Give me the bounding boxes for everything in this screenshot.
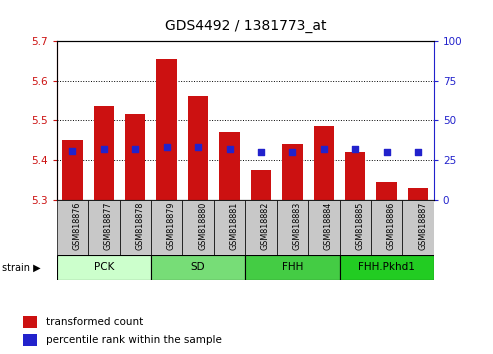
Bar	[182, 200, 214, 255]
Text: GSM818883: GSM818883	[292, 202, 301, 250]
Point	[352, 146, 359, 152]
Bar	[88, 200, 119, 255]
Text: GSM818880: GSM818880	[198, 202, 207, 250]
Text: FHH.Pkhd1: FHH.Pkhd1	[358, 262, 415, 272]
Bar	[156, 59, 177, 200]
Bar	[151, 255, 245, 280]
Bar	[57, 200, 88, 255]
Point	[131, 146, 139, 152]
Text: GSM818876: GSM818876	[72, 202, 81, 250]
Text: SD: SD	[191, 262, 206, 272]
Text: GSM818878: GSM818878	[135, 202, 144, 250]
Text: FHH: FHH	[282, 262, 303, 272]
Text: GSM818887: GSM818887	[418, 202, 427, 250]
Bar	[371, 200, 402, 255]
Text: GSM818881: GSM818881	[230, 202, 239, 250]
Bar	[62, 140, 83, 200]
Bar	[340, 200, 371, 255]
Point	[163, 144, 171, 150]
Bar	[245, 200, 277, 255]
Bar	[57, 255, 151, 280]
Bar	[345, 152, 365, 200]
Point	[226, 146, 234, 152]
Bar	[219, 132, 240, 200]
Bar	[340, 255, 434, 280]
Text: GDS4492 / 1381773_at: GDS4492 / 1381773_at	[165, 19, 326, 34]
Point	[100, 146, 108, 152]
Point	[69, 148, 76, 154]
Text: GSM818877: GSM818877	[104, 202, 113, 250]
Bar	[408, 188, 428, 200]
Bar	[119, 200, 151, 255]
Bar	[23, 334, 37, 346]
Text: GSM818882: GSM818882	[261, 202, 270, 250]
Bar	[245, 255, 340, 280]
Point	[320, 146, 328, 152]
Text: strain ▶: strain ▶	[2, 262, 41, 272]
Bar	[402, 200, 434, 255]
Text: percentile rank within the sample: percentile rank within the sample	[46, 335, 222, 345]
Bar	[151, 200, 182, 255]
Point	[257, 149, 265, 155]
Text: GSM818884: GSM818884	[324, 202, 333, 250]
Point	[383, 149, 390, 155]
Bar	[125, 114, 145, 200]
Bar	[314, 126, 334, 200]
Text: PCK: PCK	[94, 262, 114, 272]
Bar	[377, 182, 397, 200]
Bar	[308, 200, 340, 255]
Bar	[23, 316, 37, 328]
Bar	[282, 144, 303, 200]
Text: GSM818879: GSM818879	[167, 202, 176, 250]
Bar	[277, 200, 308, 255]
Text: transformed count: transformed count	[46, 317, 143, 327]
Bar	[214, 200, 245, 255]
Text: GSM818885: GSM818885	[355, 202, 364, 250]
Bar	[188, 97, 209, 200]
Point	[194, 144, 202, 150]
Point	[414, 149, 422, 155]
Point	[288, 149, 296, 155]
Bar	[94, 107, 114, 200]
Bar	[251, 170, 271, 200]
Text: GSM818886: GSM818886	[387, 202, 396, 250]
